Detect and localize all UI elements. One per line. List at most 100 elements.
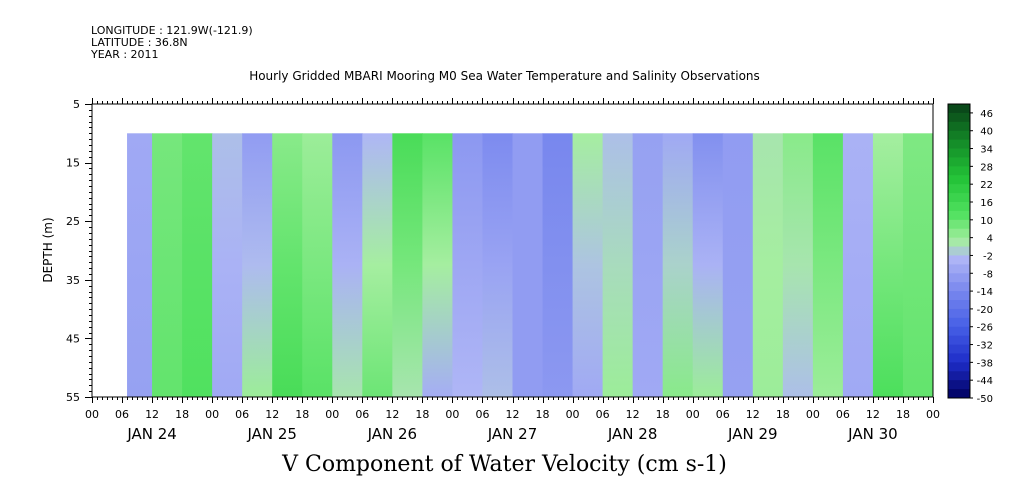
colorbar-band bbox=[948, 291, 970, 301]
colorbar-band bbox=[948, 112, 970, 123]
colorbar-band bbox=[948, 371, 970, 381]
colorbar-label: 28 bbox=[980, 162, 993, 173]
colorbar-label: -50 bbox=[977, 394, 993, 405]
x-tick-label: 00 bbox=[85, 408, 99, 421]
colorbar-band bbox=[948, 139, 970, 149]
heatmap-cell bbox=[482, 133, 514, 397]
heatmap-cell bbox=[422, 133, 454, 397]
heatmap-cell bbox=[332, 133, 363, 397]
x-tick-label: 18 bbox=[415, 408, 429, 421]
colorbar-band bbox=[948, 273, 970, 283]
x-day-label: JAN 26 bbox=[367, 425, 418, 443]
colorbar-band bbox=[948, 219, 970, 230]
chart-title: Hourly Gridded MBARI Mooring M0 Sea Wate… bbox=[249, 69, 760, 83]
x-tick-label: 12 bbox=[265, 408, 279, 421]
heatmap-cell bbox=[752, 133, 784, 397]
plot-frame bbox=[91, 103, 934, 398]
colorbar-band bbox=[948, 344, 970, 354]
colorbar-band bbox=[948, 246, 970, 256]
colorbar-label: 16 bbox=[980, 198, 993, 209]
x-tick-label: 00 bbox=[205, 408, 219, 421]
heatmap-cell bbox=[812, 133, 844, 397]
colorbar-label: -2 bbox=[983, 251, 993, 262]
heatmap-cell bbox=[842, 133, 874, 397]
heatmap-cell bbox=[782, 133, 814, 397]
x-tick-label: 06 bbox=[355, 408, 369, 421]
x-tick-label: 12 bbox=[145, 408, 159, 421]
x-tick-label: 00 bbox=[686, 408, 700, 421]
x-tick-label: 18 bbox=[175, 408, 189, 421]
heatmap-cell bbox=[152, 133, 183, 397]
colorbar-band bbox=[948, 157, 970, 167]
colorbar-band bbox=[948, 300, 970, 310]
colorbar-label: -14 bbox=[977, 287, 993, 298]
colorbar-band bbox=[948, 193, 970, 203]
x-tick-label: 12 bbox=[626, 408, 640, 421]
colorbar-band bbox=[948, 228, 970, 239]
heatmap-cell bbox=[722, 133, 754, 397]
x-tick-label: 00 bbox=[445, 408, 459, 421]
x-tick-label: 00 bbox=[926, 408, 940, 421]
y-tick-label: 15 bbox=[66, 157, 80, 170]
colorbar-label: 10 bbox=[980, 216, 993, 227]
colorbar-band bbox=[948, 130, 970, 141]
y-axis-label: DEPTH (m) bbox=[41, 217, 55, 282]
colorbar-band bbox=[948, 255, 970, 265]
y-tick-label: 25 bbox=[66, 215, 80, 228]
heatmap-cell bbox=[242, 133, 273, 397]
heatmap-cell bbox=[512, 133, 544, 397]
x-axis-label: V Component of Water Velocity (cm s-1) bbox=[282, 452, 727, 477]
x-tick-label: 18 bbox=[295, 408, 309, 421]
heatmap-cell bbox=[662, 133, 694, 397]
heatmap-cell bbox=[542, 133, 574, 397]
x-tick-label: 06 bbox=[115, 408, 129, 421]
colorbar-label: 46 bbox=[980, 109, 993, 120]
x-day-label: JAN 27 bbox=[487, 425, 538, 443]
x-tick-label: 18 bbox=[536, 408, 550, 421]
colorbar-band bbox=[948, 104, 970, 114]
colorbar-band bbox=[948, 326, 970, 337]
x-tick-label: 00 bbox=[806, 408, 820, 421]
x-tick-label: 18 bbox=[656, 408, 670, 421]
colorbar-label: 34 bbox=[980, 145, 993, 156]
colorbar-label: 40 bbox=[980, 127, 993, 138]
colorbar-band bbox=[948, 210, 970, 221]
colorbar-label: -26 bbox=[977, 323, 993, 334]
colorbar-band bbox=[948, 184, 970, 194]
x-tick-label: 06 bbox=[475, 408, 489, 421]
heatmap-cell bbox=[602, 133, 634, 397]
x-tick-label: 00 bbox=[325, 408, 339, 421]
colorbar-band bbox=[948, 148, 970, 158]
colorbar-band bbox=[948, 264, 970, 274]
colorbar-band bbox=[948, 166, 970, 176]
x-tick-label: 06 bbox=[235, 408, 249, 421]
colorbar-label: -20 bbox=[977, 305, 993, 316]
x-tick-label: 12 bbox=[385, 408, 399, 421]
x-tick-label: 12 bbox=[506, 408, 520, 421]
x-day-label: JAN 30 bbox=[847, 425, 898, 443]
heatmap-cell bbox=[902, 133, 933, 397]
colorbar-band bbox=[948, 317, 970, 328]
heatmap-cell bbox=[692, 133, 724, 397]
latitude-label: LATITUDE : 36.8N bbox=[91, 36, 188, 49]
colorbar-band bbox=[948, 121, 970, 132]
x-tick-label: 06 bbox=[836, 408, 850, 421]
x-day-label: JAN 28 bbox=[607, 425, 658, 443]
x-tick-label: 06 bbox=[716, 408, 730, 421]
heatmap-cell bbox=[392, 133, 423, 397]
heatmap-cell bbox=[362, 133, 393, 397]
colorbar-band bbox=[948, 175, 970, 185]
colorbar-label: -38 bbox=[977, 358, 993, 369]
x-tick-label: 12 bbox=[746, 408, 760, 421]
x-tick-label: 00 bbox=[566, 408, 580, 421]
heatmap-cell bbox=[127, 133, 153, 397]
longitude-label: LONGITUDE : 121.9W(-121.9) bbox=[91, 24, 253, 37]
x-minor-ticks bbox=[92, 98, 934, 403]
heatmap-cells bbox=[127, 133, 933, 397]
heatmap-cell bbox=[212, 133, 243, 397]
colorbar-band bbox=[948, 353, 970, 363]
x-day-label: JAN 29 bbox=[727, 425, 778, 443]
heatmap-cell bbox=[872, 133, 904, 397]
colorbar-label: -32 bbox=[977, 341, 993, 352]
